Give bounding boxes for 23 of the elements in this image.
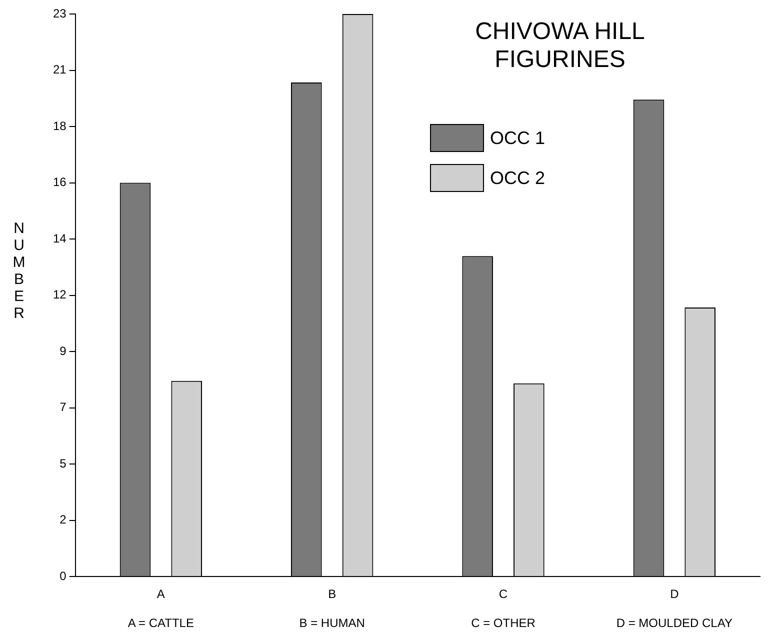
text: CHIVOWA HILL FIGURINES bbox=[474, 18, 646, 74]
y-tick-label: 18 bbox=[52, 118, 67, 133]
y-tick-label: 16 bbox=[52, 175, 67, 190]
y-tick-label: 2 bbox=[60, 512, 67, 527]
text: A = CATTLE bbox=[128, 616, 194, 630]
text: D = MOULDED CLAY bbox=[616, 616, 732, 630]
x-tick-label: A bbox=[156, 587, 165, 602]
y-tick-label: 23 bbox=[52, 6, 67, 20]
y-axis-title: NUMBER bbox=[12, 220, 26, 322]
text: B = HUMAN bbox=[299, 616, 365, 630]
x-tick-label: B bbox=[328, 587, 336, 602]
text: C = OTHER bbox=[471, 616, 536, 630]
y-tick-label: 14 bbox=[52, 231, 67, 246]
x-tick-label: D bbox=[670, 587, 680, 602]
y-tick-label: 21 bbox=[52, 62, 67, 77]
y-tick-label: 5 bbox=[60, 456, 67, 470]
x-tick-label: C bbox=[498, 587, 508, 602]
y-tick-label: 9 bbox=[60, 344, 67, 358]
y-tick-label: 0 bbox=[60, 568, 67, 583]
y-tick-label: 12 bbox=[52, 288, 67, 302]
legend-label: OCC 1 bbox=[490, 128, 546, 148]
legend-label: OCC 2 bbox=[490, 168, 546, 188]
y-tick-label: 7 bbox=[60, 400, 67, 414]
